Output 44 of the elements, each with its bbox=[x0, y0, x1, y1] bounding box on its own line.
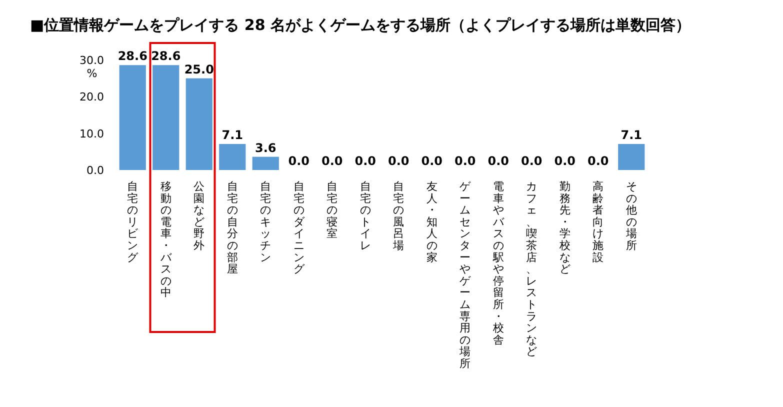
category-label: カフェ、喫茶店、レストランなど bbox=[526, 180, 538, 358]
data-label: 0.0 bbox=[421, 154, 443, 168]
x-tick-label: 自宅のキッチン bbox=[260, 180, 272, 264]
bar bbox=[219, 144, 246, 170]
y-tick-label: 30.0 bbox=[80, 54, 104, 67]
bar bbox=[152, 65, 180, 170]
y-axis-title: % bbox=[86, 67, 98, 80]
bar bbox=[186, 78, 212, 170]
data-label: 0.0 bbox=[388, 154, 410, 168]
data-label: 0.0 bbox=[354, 154, 376, 168]
data-label: 28.6 bbox=[118, 49, 148, 64]
data-label: 0.0 bbox=[288, 154, 310, 168]
data-label: 0.0 bbox=[321, 154, 343, 168]
data-label: 25.0 bbox=[184, 62, 214, 76]
bar bbox=[618, 144, 645, 170]
x-tick-label: 勤務先・学校など bbox=[558, 180, 570, 276]
data-label: 7.1 bbox=[620, 128, 642, 142]
x-tick-label: 自宅のダイニング bbox=[293, 180, 306, 276]
data-label: 7.1 bbox=[222, 128, 244, 142]
x-tick-label: 自宅のトイレ bbox=[360, 180, 371, 252]
data-label: 0.0 bbox=[554, 154, 576, 168]
data-label: 3.6 bbox=[254, 140, 276, 155]
x-tick-label: 自宅の自分の部屋 bbox=[226, 180, 238, 276]
data-label: 0.0 bbox=[587, 154, 609, 168]
data-label: 28.6 bbox=[151, 49, 181, 64]
category-label: ゲームセンターやゲーム専用の場所 bbox=[460, 180, 471, 370]
y-tick-label: 20.0 bbox=[80, 90, 104, 104]
x-tick-label: 自宅の風呂場 bbox=[392, 180, 404, 252]
chart-title: ■位置情報ゲームをプレイする 28 名がよくゲームをする場所（よくプレイする場所は単数回答） bbox=[30, 16, 690, 34]
x-tick-label: その他の場所 bbox=[624, 180, 637, 252]
y-tick-label: 0.0 bbox=[86, 164, 104, 177]
bar bbox=[252, 156, 279, 170]
x-tick-label: 自宅の寝室 bbox=[326, 180, 338, 240]
x-tick-label: 高齢者向け施設 bbox=[592, 180, 604, 264]
x-tick-label: 自宅のリビング bbox=[127, 180, 140, 264]
category-label: 移動の電車・バスの中 bbox=[160, 180, 172, 300]
bar bbox=[119, 65, 146, 170]
category-label: 電車やバスの駅や停留所・校舎 bbox=[492, 180, 504, 346]
data-label: 0.0 bbox=[520, 154, 542, 168]
y-tick-label: 10.0 bbox=[80, 127, 104, 140]
x-tick-label: 公園など野外 bbox=[194, 180, 205, 252]
x-tick-label: 友人・知人の家 bbox=[426, 180, 438, 264]
data-label: 0.0 bbox=[454, 154, 476, 168]
data-label: 0.0 bbox=[488, 154, 510, 168]
